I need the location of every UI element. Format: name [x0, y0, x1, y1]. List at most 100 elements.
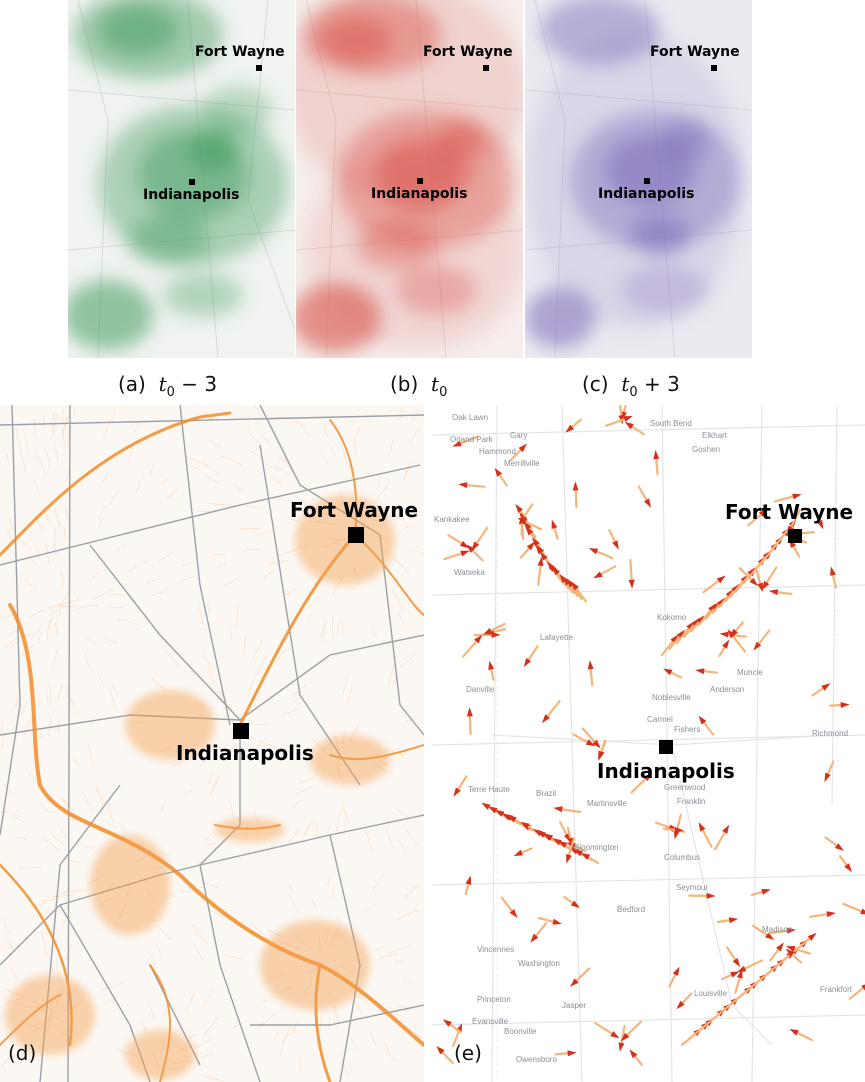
flow-arrow-head-124	[612, 540, 619, 550]
arrow-map-indianapolis-marker	[659, 740, 673, 754]
flow-arrow-head-147	[643, 498, 651, 508]
flow-arrow-head-157	[587, 660, 594, 670]
town-label-37: Frankfort	[820, 985, 853, 994]
flow-arrow-head-151	[518, 443, 527, 453]
flow-arrow-head-150	[458, 482, 468, 488]
flow-arrow-head-139	[830, 566, 836, 576]
flow-arrow-head-100	[736, 965, 747, 973]
town-label-34: Boonville	[504, 1027, 537, 1036]
flow-arrow-head-110	[460, 550, 470, 557]
caption-b-sub: 0	[439, 385, 448, 400]
flow-arrow-head-24	[532, 537, 540, 547]
flow-arrow-head-99	[730, 971, 740, 978]
flow-arrow-head-84	[592, 739, 601, 749]
flow-arrow-head-162	[570, 900, 580, 909]
town-label-24: Franklin	[677, 797, 706, 806]
flow-arrow-head-145	[786, 927, 796, 934]
flow-arrow-head-148	[565, 424, 575, 433]
heatmap-c-indianapolis-marker	[644, 178, 650, 184]
flow-arrow-head-177	[840, 702, 850, 708]
flow-arrow-head-101	[736, 969, 743, 979]
heatmap-b-indianapolis-marker	[417, 178, 423, 184]
flow-arrow-head-142	[826, 911, 836, 918]
caption-a-var: t	[158, 372, 167, 396]
flow-arrow-head-8	[725, 588, 734, 598]
town-label-11: Lafayette	[540, 633, 573, 642]
flow-arrow-head-128	[861, 984, 865, 991]
flow-map-indianapolis-label: Indianapolis	[176, 741, 314, 765]
flow-arrow-head-95	[765, 932, 775, 940]
flow-arrow-head-97	[785, 948, 795, 957]
caption-c-tag: (c)	[582, 372, 609, 396]
town-label-10: Watseka	[454, 568, 485, 577]
flow-arrow-head-47	[552, 838, 562, 846]
flow-arrow-head-20	[515, 503, 523, 513]
heatmap-a-fort-wayne-label: Fort Wayne	[195, 44, 285, 60]
town-label-32: Princeton	[477, 995, 511, 1004]
town-label-27: Seymour	[676, 883, 709, 892]
flow-arrow-head-175	[593, 571, 603, 579]
flow-arrow-head-79	[722, 639, 730, 649]
town-label-9: Kankakee	[434, 515, 470, 524]
flow-arrow-head-132	[526, 541, 535, 551]
town-label-3: Orland Park	[450, 435, 493, 444]
flow-arrow-head-77	[757, 582, 763, 593]
town-label-7: Elkhart	[702, 431, 727, 440]
town-label-16: Carmel	[647, 715, 673, 724]
town-label-30: Washington	[518, 959, 560, 968]
heatmap-b-fort-wayne-label: Fort Wayne	[423, 44, 513, 60]
flow-arrow-head-137	[698, 715, 707, 725]
flow-arrow-head-158	[643, 772, 653, 782]
flow-map-indianapolis-marker	[233, 723, 249, 739]
flow-arrow-head-118	[623, 416, 633, 422]
flow-arrow-head-141	[753, 641, 762, 651]
flow-arrow-head-178	[789, 1029, 799, 1036]
flow-arrow-head-49	[569, 847, 579, 855]
caption-a: (a) t0 − 3	[118, 372, 217, 400]
caption-c-var: t	[621, 372, 630, 396]
arrow-map-canvas	[432, 405, 865, 1082]
flow-arrow-head-7	[716, 597, 725, 607]
flow-arrow-head-134	[494, 467, 503, 477]
heatmap-a-canvas	[68, 0, 295, 358]
heatmap-b-fort-wayne-marker	[483, 65, 489, 71]
flow-arrow-head-23	[525, 526, 534, 536]
flow-arrow-head-161	[628, 579, 635, 589]
flow-arrow-head-135	[761, 889, 771, 895]
flow-arrow-head-107	[466, 544, 475, 553]
flow-arrow-head-160	[452, 440, 462, 447]
town-label-15: Noblesville	[652, 693, 691, 702]
flow-arrow-head-173	[824, 772, 831, 783]
flow-arrow-head-127	[653, 450, 660, 460]
town-label-22: Martinsville	[587, 799, 628, 808]
flow-arrow-head-108	[459, 540, 470, 549]
flow-arrow-head-96	[776, 942, 784, 952]
flow-arrow-head-103	[629, 1049, 638, 1059]
flow-arrow-head-6	[711, 602, 720, 611]
flow-arrow-head-165	[676, 1000, 685, 1010]
heatmap-c-fort-wayne-marker	[711, 65, 717, 71]
flow-arrow-head-159	[453, 787, 461, 797]
flow-arrow-head-51	[580, 852, 591, 860]
flow-arrow-head-152	[570, 978, 579, 987]
flow-arrow-head-122	[567, 1050, 577, 1057]
flow-arrow-head-37	[495, 809, 505, 817]
town-label-21: Brazil	[536, 789, 557, 798]
flow-arrow-head-120	[542, 714, 550, 724]
flow-arrow-head-153	[488, 660, 495, 670]
flow-arrow-head-136	[553, 806, 563, 813]
flow-arrow-head-50	[573, 849, 583, 857]
flow-arrow-head-40	[507, 815, 517, 823]
town-label-31: Jasper	[562, 1001, 587, 1010]
flow-arrow-head-130	[551, 519, 558, 529]
flow-arrow-head-163	[758, 508, 768, 517]
flow-arrow-head-98	[785, 946, 796, 952]
flow-arrow-head-176	[672, 966, 680, 976]
flow-arrow-head-154	[834, 843, 844, 851]
flow-arrow-head-1	[676, 629, 685, 639]
flow-arrow-head-126	[663, 668, 673, 676]
flow-arrow-head-146	[860, 908, 865, 915]
heatmap-panel-c: Fort Wayne Indianapolis	[525, 0, 752, 358]
flow-arrow-head-168	[722, 824, 730, 834]
flow-arrow-head-22	[523, 521, 532, 531]
